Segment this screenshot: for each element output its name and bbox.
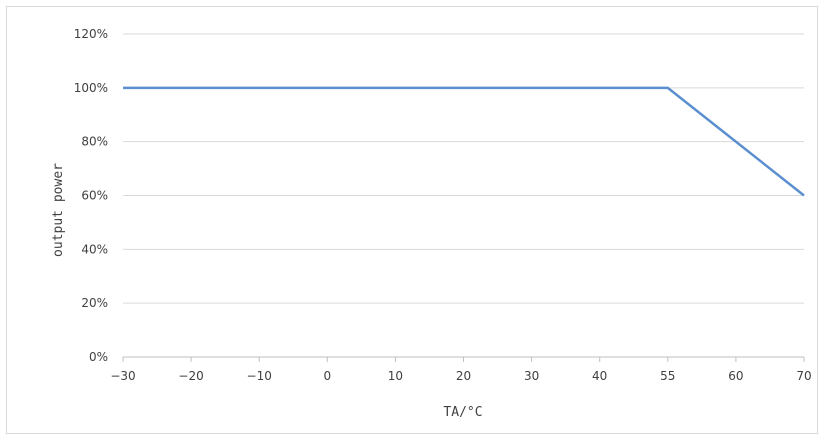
x-tick-label: 40	[592, 369, 607, 383]
y-axis: 0% 20% 40% 60% 80% 100% 120%	[74, 27, 108, 364]
x-tick-label: 30	[524, 369, 539, 383]
x-tick-label: 10	[388, 369, 403, 383]
x-axis: −30 −20 −10 0 10 20 30 40 55 60 70	[110, 356, 812, 383]
y-tick-label: 100%	[74, 81, 108, 95]
x-tick-label: 60	[728, 369, 743, 383]
y-tick-label: 60%	[81, 189, 108, 203]
y-tick-label: 120%	[74, 27, 108, 41]
x-tick-label: −30	[110, 369, 135, 383]
series-line	[123, 86, 805, 197]
x-tick-label: 70	[796, 369, 811, 383]
x-tick-label: 20	[456, 369, 471, 383]
x-tick-label: −20	[178, 369, 203, 383]
y-tick-label: 20%	[81, 296, 108, 310]
gridlines	[123, 33, 804, 304]
series-layer	[123, 86, 805, 197]
chart-frame	[6, 6, 818, 434]
y-tick-label: 80%	[81, 135, 108, 149]
y-tick-label: 40%	[81, 242, 108, 256]
x-axis-title: TA/°C	[443, 405, 482, 420]
y-tick-label: 0%	[89, 350, 108, 364]
x-tick-label: 0	[323, 369, 331, 383]
y-axis-title: output power	[51, 163, 66, 257]
x-tick-label: −10	[247, 369, 272, 383]
x-tick-label: 55	[660, 369, 675, 383]
